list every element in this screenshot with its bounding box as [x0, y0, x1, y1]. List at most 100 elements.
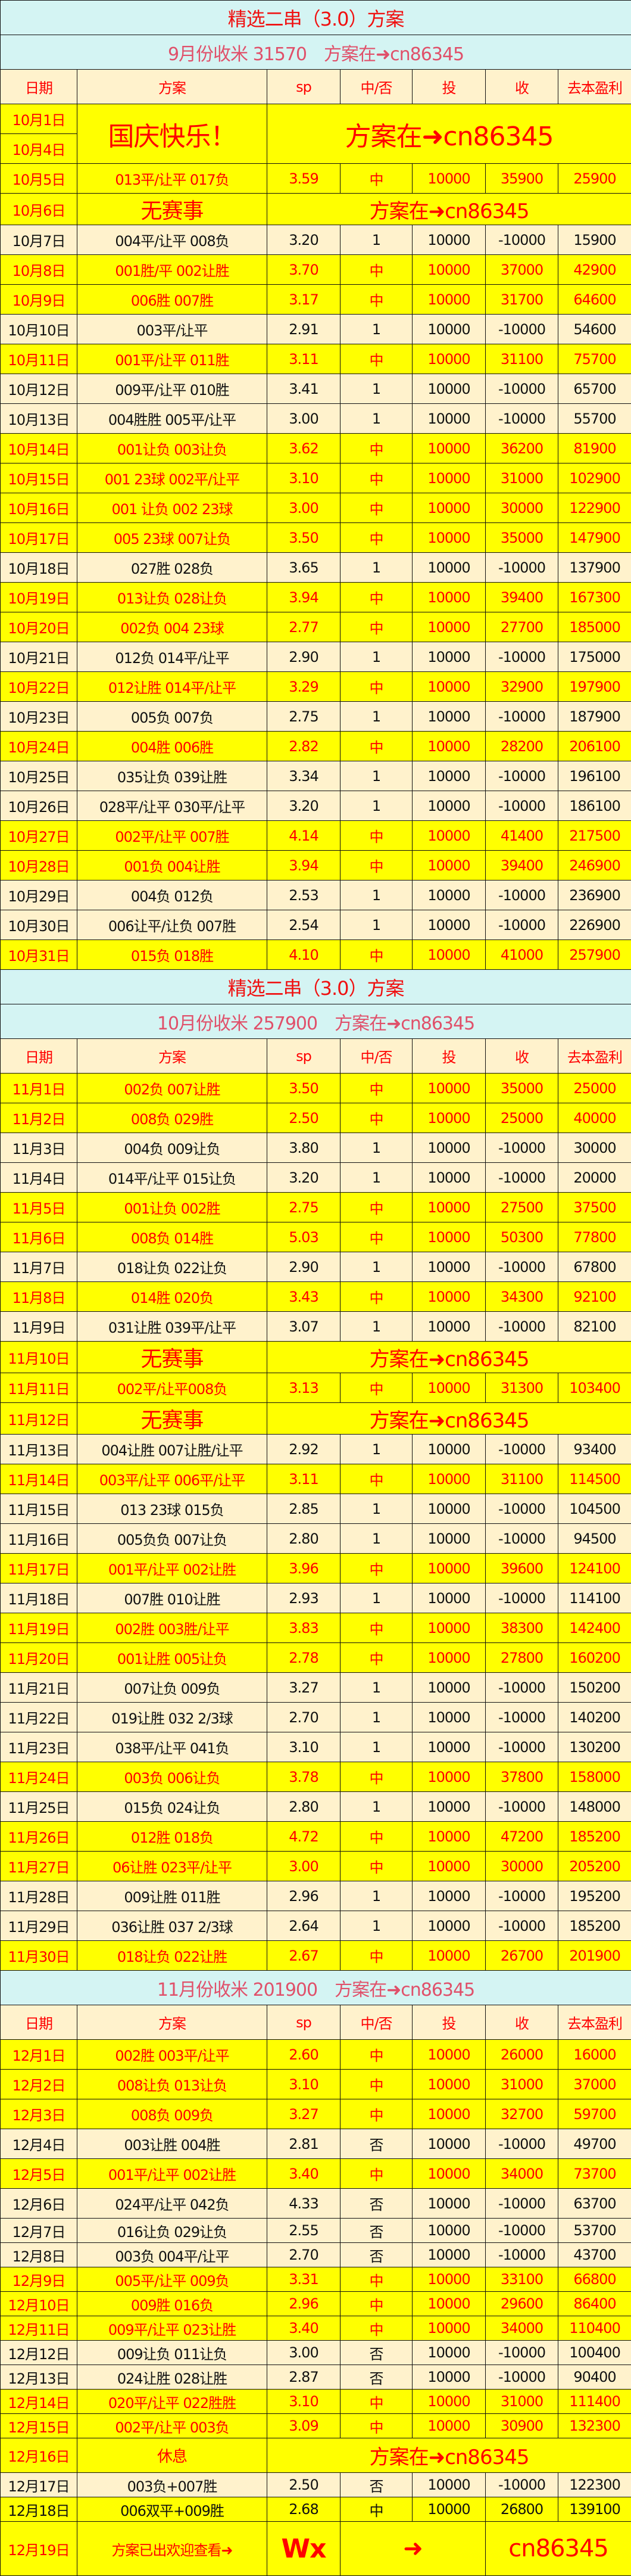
result-cell: 1 [341, 791, 413, 821]
sp-cell: 3.00 [267, 1852, 341, 1881]
date-cell: 10月1日 [1, 104, 77, 134]
sp-cell: 2.90 [267, 642, 341, 672]
stake-cell: 10000 [413, 1133, 486, 1163]
stake-cell: 10000 [413, 2129, 486, 2159]
return-cell: 26000 [486, 2040, 558, 2070]
result-cell: 中 [341, 851, 413, 881]
stake-cell: 10000 [413, 1074, 486, 1103]
date-cell: 10月22日 [1, 672, 77, 702]
sp-cell: 4.72 [267, 1822, 341, 1852]
stake-cell: 10000 [413, 1222, 486, 1252]
result-cell: 中 [341, 434, 413, 463]
return-cell: -10000 [486, 1524, 558, 1554]
stake-cell: 10000 [413, 1554, 486, 1583]
sp-cell: 3.27 [267, 1673, 341, 1703]
date-cell: 10月25日 [1, 761, 77, 791]
plan-cell: 001让负 002胜 [77, 1193, 267, 1222]
result-cell: 中 [341, 1373, 413, 1403]
profit-cell: 124100 [558, 1554, 631, 1583]
plan-cell: 014平/让平 015让负 [77, 1163, 267, 1193]
profit-cell: 49700 [558, 2129, 631, 2159]
plan-cell: 013平/让平 017负 [77, 164, 267, 194]
date-cell: 11月9日 [1, 1312, 77, 1342]
date-cell: 12月4日 [1, 2129, 77, 2159]
sp-cell: 2.91 [267, 315, 341, 344]
profit-cell: 102900 [558, 463, 631, 493]
return-cell: 30000 [486, 1852, 558, 1881]
sp-cell: 3.31 [267, 2267, 341, 2292]
result-cell: 中 [341, 940, 413, 970]
month-summary: 10月份收米 257900 方案在➜cn86345 [1, 1004, 631, 1039]
plan-cell: 002平/让平 007胜 [77, 821, 267, 851]
stake-cell: 10000 [413, 1163, 486, 1193]
stake-cell: 10000 [413, 2099, 486, 2129]
promo-link: 方案在➜cn86345 [267, 104, 631, 164]
date-cell: 11月3日 [1, 1133, 77, 1163]
return-cell: -10000 [486, 404, 558, 434]
date-cell: 10月14日 [1, 434, 77, 463]
sp-cell: 2.96 [267, 2292, 341, 2316]
return-cell: 31000 [486, 463, 558, 493]
sp-cell: 3.94 [267, 583, 341, 612]
stake-cell: 10000 [413, 315, 486, 344]
result-cell: 中 [341, 1941, 413, 1971]
profit-cell: 37500 [558, 1193, 631, 1222]
plan-cell: 008负 009负 [77, 2099, 267, 2129]
plan-cell: 004负 009让负 [77, 1133, 267, 1163]
profit-cell: 148000 [558, 1792, 631, 1822]
sp-cell: 3.07 [267, 1312, 341, 1342]
profit-cell: 205200 [558, 1852, 631, 1881]
return-cell: -10000 [486, 2341, 558, 2365]
sp-cell: 3.00 [267, 493, 341, 523]
sp-cell: 3.20 [267, 1163, 341, 1193]
result-cell: 中 [341, 2267, 413, 2292]
return-cell: 28200 [486, 732, 558, 761]
column-header: 方案 [77, 2005, 267, 2040]
return-cell: 35900 [486, 164, 558, 194]
profit-cell: 142400 [558, 1613, 631, 1643]
profit-cell: 37000 [558, 2070, 631, 2099]
stake-cell: 10000 [413, 2243, 486, 2267]
return-cell: 30900 [486, 2414, 558, 2438]
stake-cell: 10000 [413, 583, 486, 612]
column-header: 日期 [1, 70, 77, 104]
stake-cell: 10000 [413, 1732, 486, 1762]
return-cell: -10000 [486, 881, 558, 910]
stake-cell: 10000 [413, 1464, 486, 1494]
sp-cell: 2.50 [267, 1103, 341, 1133]
stake-cell: 10000 [413, 1583, 486, 1613]
plan-cell: 002胜 003平/让平 [77, 2040, 267, 2070]
note-cell: 无赛事 [77, 1342, 267, 1373]
date-cell: 12月11日 [1, 2316, 77, 2341]
profit-cell: 140200 [558, 1703, 631, 1732]
column-header: 收 [486, 1039, 558, 1074]
section-title: 精选二串（3.0）方案 [1, 970, 631, 1004]
return-cell: -10000 [486, 1732, 558, 1762]
plan-cell: 004平/让平 008负 [77, 225, 267, 255]
plan-cell: 031让胜 039平/让平 [77, 1312, 267, 1342]
profit-cell: 30000 [558, 1133, 631, 1163]
profit-cell: 90400 [558, 2365, 631, 2390]
result-cell: 中 [341, 2099, 413, 2129]
return-cell: -10000 [486, 1252, 558, 1282]
sp-cell: 2.53 [267, 881, 341, 910]
stake-cell: 10000 [413, 1762, 486, 1792]
plan-cell: 035让负 039让胜 [77, 761, 267, 791]
result-cell: 1 [341, 553, 413, 583]
result-cell: 1 [341, 1673, 413, 1703]
sp-cell: 3.62 [267, 434, 341, 463]
